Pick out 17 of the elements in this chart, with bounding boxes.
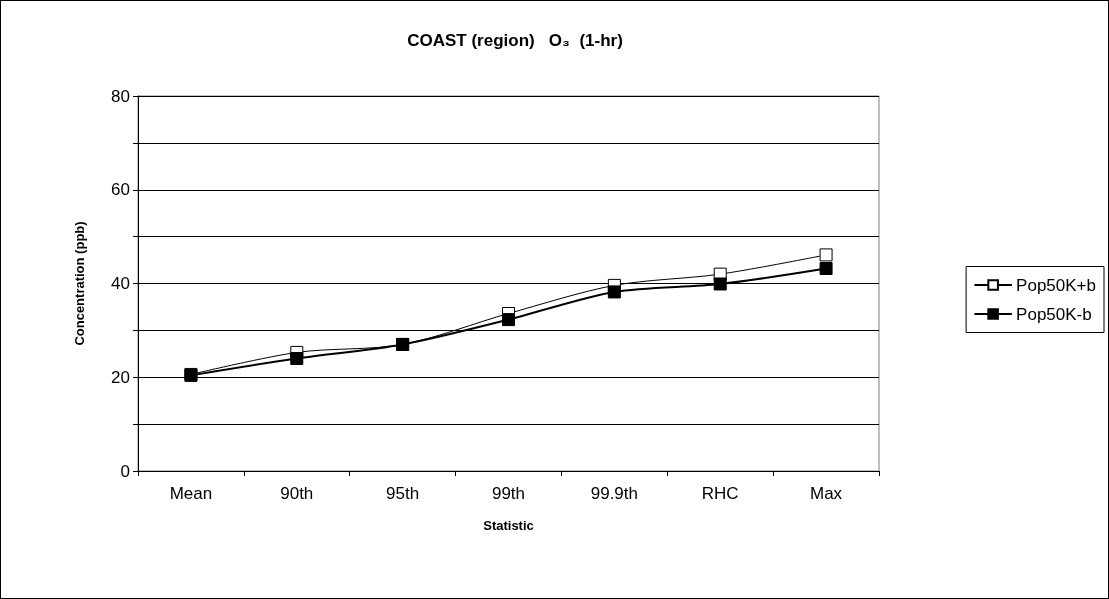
y-tick-label: 80	[111, 86, 130, 106]
chart-title: COAST (region) O₃ (1-hr)	[407, 31, 623, 50]
x-tick-label: 99.9th	[590, 484, 638, 503]
x-tick-label: 90th	[280, 484, 314, 503]
x-tick-label: RHC	[701, 484, 739, 503]
x-tick-label: 95th	[386, 484, 420, 503]
x-axis-title: Statistic	[483, 518, 534, 533]
x-tick-label: Max	[810, 484, 843, 503]
y-axis-title: Concentration (ppb)	[72, 221, 87, 346]
legend-label: Pop50K-b	[1016, 304, 1092, 324]
legend-label: Pop50K+b	[1016, 275, 1097, 295]
y-tick-label: 40	[111, 274, 130, 293]
x-tick-label: Mean	[169, 484, 213, 503]
y-tick-label: 0	[120, 461, 130, 481]
x-tick-label: 99th	[491, 484, 526, 503]
y-tick-label: 20	[111, 367, 130, 387]
y-tick-label: 60	[111, 180, 130, 200]
